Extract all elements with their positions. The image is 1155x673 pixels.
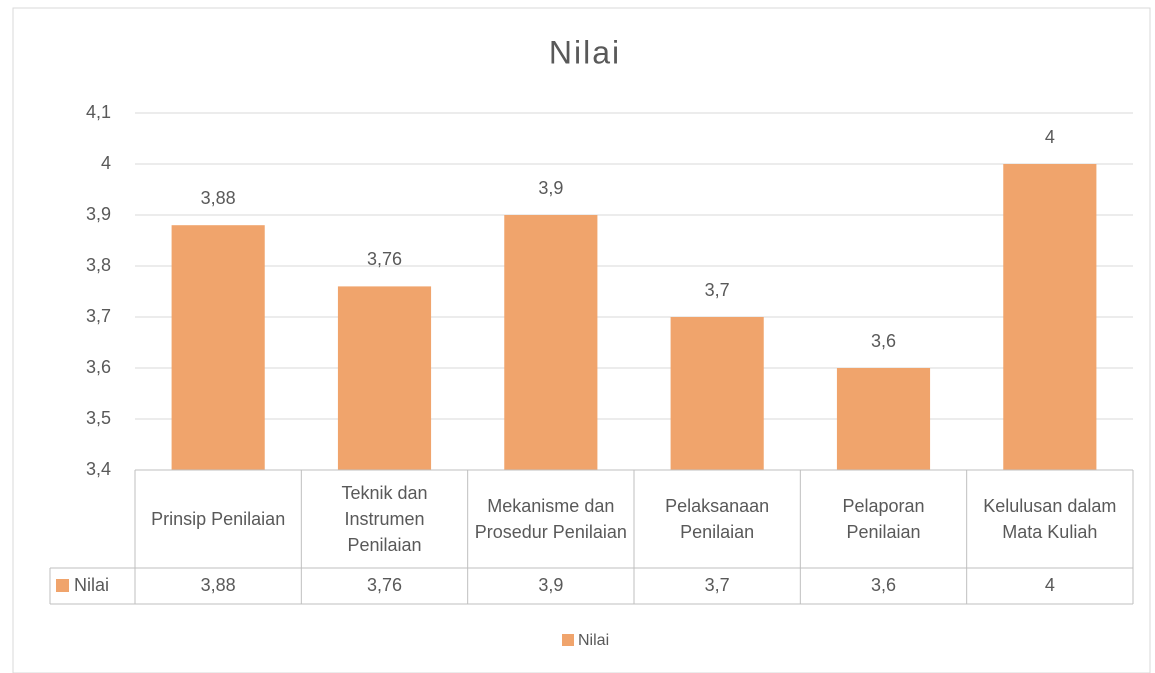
y-tick-label: 3,6 bbox=[86, 357, 111, 377]
x-tick-label: Kelulusan dalam Mata Kuliah bbox=[983, 496, 1117, 542]
x-tick-label: Prinsip Penilaian bbox=[151, 509, 286, 529]
data-label: 3,9 bbox=[538, 178, 563, 198]
x-tick-label: Pelaporan Penilaian bbox=[842, 496, 925, 542]
data-label: 4 bbox=[1045, 127, 1055, 147]
data-label: 3,76 bbox=[367, 249, 402, 269]
table-value: 3,76 bbox=[367, 575, 402, 595]
table-value: 4 bbox=[1045, 575, 1055, 595]
legend-label: Nilai bbox=[578, 632, 609, 649]
y-tick-label: 4 bbox=[101, 153, 111, 173]
y-tick-label: 3,7 bbox=[86, 306, 111, 326]
chart-title: Nilai bbox=[549, 34, 621, 70]
bar bbox=[504, 215, 598, 470]
y-tick-label: 4,1 bbox=[86, 102, 111, 122]
bar bbox=[1003, 164, 1097, 470]
bar bbox=[337, 286, 432, 470]
bar bbox=[670, 317, 764, 470]
table-series-name: Nilai bbox=[74, 575, 109, 595]
bar bbox=[171, 225, 265, 470]
table-value: 3,6 bbox=[871, 575, 896, 595]
y-tick-label: 3,8 bbox=[86, 255, 111, 275]
y-tick-label: 3,4 bbox=[86, 459, 111, 479]
data-label: 3,7 bbox=[705, 280, 730, 300]
legend-key bbox=[562, 634, 574, 646]
bar bbox=[836, 368, 931, 470]
chart-border bbox=[12, 7, 1151, 673]
y-tick-label: 3,5 bbox=[86, 408, 111, 428]
table-value: 3,88 bbox=[201, 575, 236, 595]
data-label: 3,6 bbox=[871, 331, 896, 351]
y-tick-label: 3,9 bbox=[86, 204, 111, 224]
data-label: 3,88 bbox=[201, 188, 236, 208]
x-tick-label: Teknik dan Instrumen Penilaian bbox=[341, 483, 428, 555]
table-value: 3,7 bbox=[705, 575, 730, 595]
table-value: 3,9 bbox=[538, 575, 563, 595]
x-tick-label: Mekanisme dan Prosedur Penilaian bbox=[474, 496, 627, 542]
x-tick-label: Pelaksanaan Penilaian bbox=[665, 496, 770, 542]
table-legend-key bbox=[56, 579, 69, 592]
